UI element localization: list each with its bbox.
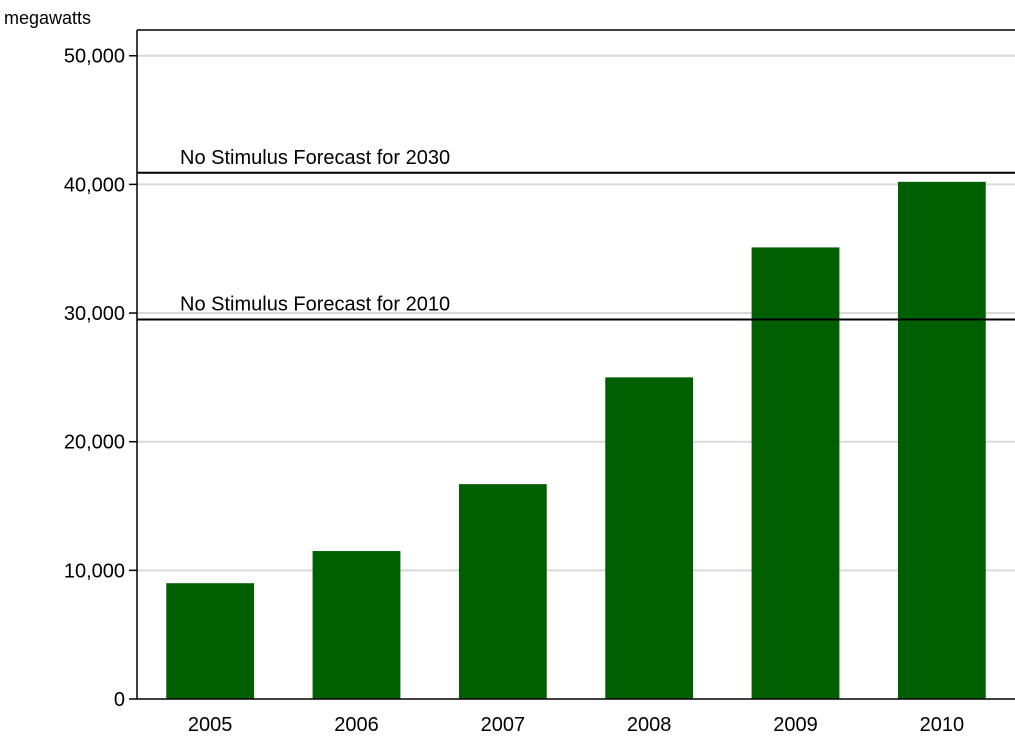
y-tick-labels: 0 10,000 20,000 30,000 40,000 50,000 (64, 46, 137, 711)
x-tick-label: 2010 (920, 714, 965, 736)
y-tick-label: 0 (114, 689, 125, 711)
bar-2006 (312, 551, 401, 699)
x-tick-label: 2008 (627, 714, 672, 736)
x-tick-label: 2006 (334, 714, 379, 736)
reference-line-label-1: No Stimulus Forecast for 2030 (180, 147, 450, 169)
bar-2009 (751, 247, 840, 700)
y-tick-label: 20,000 (64, 432, 125, 454)
bar-2005 (166, 583, 255, 699)
reference-lines: No Stimulus Forecast for 2030 No Stimulus… (137, 147, 1015, 321)
y-tick-label: 10,000 (64, 560, 125, 582)
x-tick-label: 2007 (481, 714, 526, 736)
reference-line-label-2: No Stimulus Forecast for 2010 (180, 293, 450, 315)
x-tick-label: 2009 (773, 714, 818, 736)
y-axis-label: megawatts (4, 8, 91, 28)
bar-2007 (458, 484, 547, 699)
bars (166, 181, 986, 700)
y-tick-label: 40,000 (64, 174, 125, 196)
bar-2008 (605, 377, 694, 699)
x-tick-labels: 2005 2006 2007 2008 2009 2010 (188, 714, 964, 736)
bar-2010 (897, 181, 986, 700)
y-tick-label: 30,000 (64, 303, 125, 325)
gridlines (137, 54, 1015, 572)
x-tick-label: 2005 (188, 714, 233, 736)
y-tick-label: 50,000 (64, 46, 125, 68)
axes (136, 29, 1015, 700)
